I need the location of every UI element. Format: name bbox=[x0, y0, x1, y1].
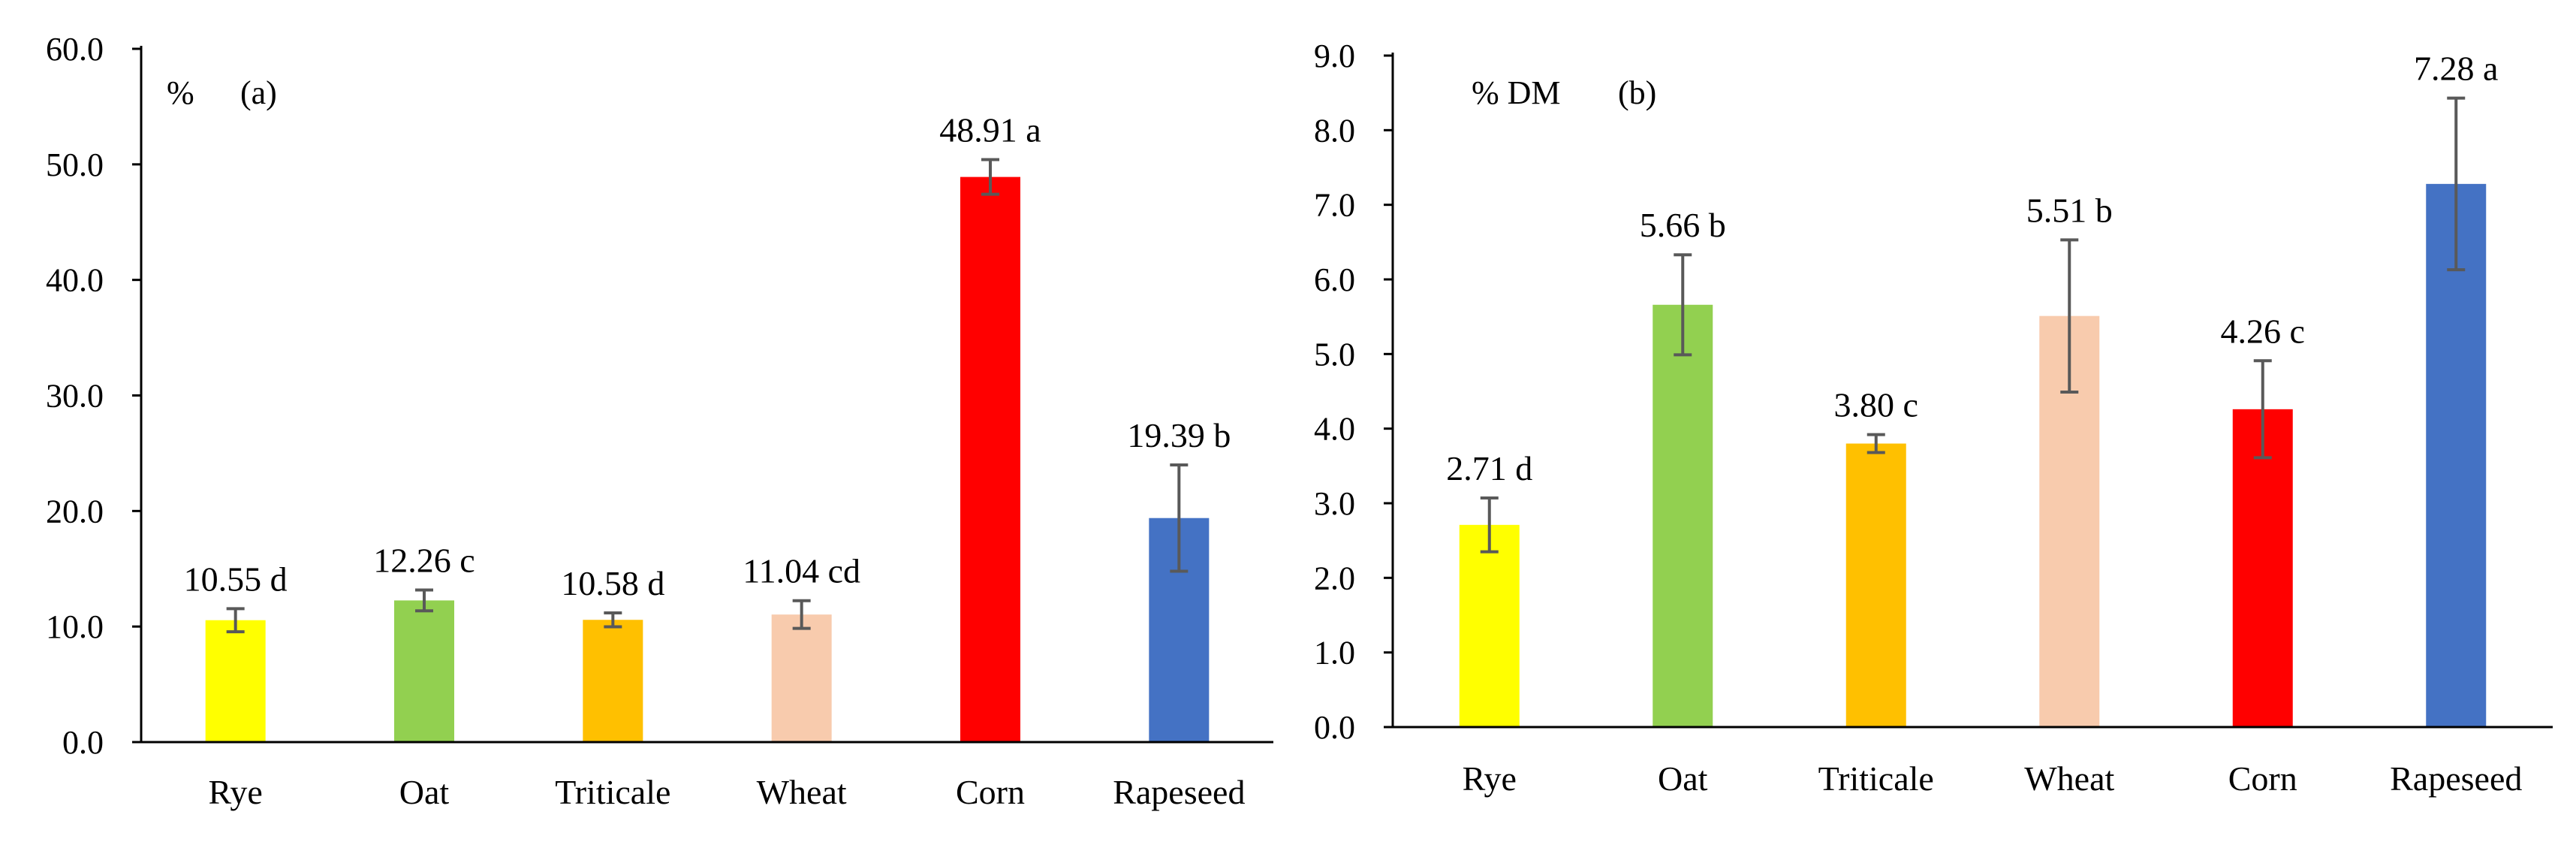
bar-oat bbox=[394, 600, 454, 742]
y-tick-label: 6.0 bbox=[1314, 261, 1355, 298]
y-tick-label: 20.0 bbox=[46, 493, 104, 530]
y-tick-label: 7.0 bbox=[1314, 187, 1355, 224]
y-tick-label: 30.0 bbox=[46, 378, 104, 415]
data-label-triticale: 3.80 c bbox=[1834, 386, 1918, 424]
category-label-oat: Oat bbox=[399, 773, 450, 811]
data-label-oat: 12.26 c bbox=[373, 542, 475, 580]
category-label-triticale: Triticale bbox=[555, 773, 670, 811]
category-label-corn: Corn bbox=[2228, 759, 2297, 798]
category-label-wheat: Wheat bbox=[757, 773, 847, 811]
category-label-oat: Oat bbox=[1658, 759, 1708, 798]
category-label-wheat: Wheat bbox=[2024, 759, 2114, 798]
y-tick-label: 8.0 bbox=[1314, 112, 1355, 149]
data-label-rye: 2.71 d bbox=[1446, 449, 1532, 487]
bar-oat bbox=[1653, 304, 1713, 728]
data-label-oat: 5.66 b bbox=[1640, 206, 1726, 244]
chart-panel-b: 0.0 1.0 2.0 3.0 4.0 5.0 6.0 7.0 8.0 9.0 2.71 d Rye 5… bbox=[1314, 38, 2553, 798]
category-label-rapeseed: Rapeseed bbox=[1113, 773, 1245, 811]
panel-label: (b) bbox=[1618, 74, 1656, 111]
y-tick-label: 50.0 bbox=[46, 146, 104, 183]
bar-corn bbox=[960, 177, 1020, 742]
y-tick-label: 1.0 bbox=[1314, 635, 1355, 671]
bar-triticale bbox=[583, 620, 643, 742]
unit-label: % bbox=[167, 74, 194, 111]
y-tick-label: 10.0 bbox=[46, 608, 104, 645]
data-label-wheat: 5.51 b bbox=[2026, 191, 2113, 229]
data-label-corn: 48.91 a bbox=[939, 111, 1041, 149]
category-label-triticale: Triticale bbox=[1818, 759, 1934, 798]
y-tick-label: 60.0 bbox=[46, 31, 104, 68]
bar-wheat bbox=[771, 614, 832, 742]
bar-rye bbox=[1459, 524, 1520, 727]
y-tick-label: 5.0 bbox=[1314, 336, 1355, 373]
bar-rye bbox=[205, 620, 266, 742]
chart-panel-a: 0.0 10.0 20.0 30.0 40.0 50.0 60.0 10.55 d Rye 12.… bbox=[46, 31, 1273, 811]
y-tick-label: 4.0 bbox=[1314, 411, 1355, 448]
category-label-corn: Corn bbox=[956, 773, 1025, 811]
data-label-wheat: 11.04 cd bbox=[743, 552, 860, 590]
bar-triticale bbox=[1845, 443, 1906, 727]
unit-label: % DM bbox=[1472, 74, 1561, 111]
y-tick-label: 3.0 bbox=[1314, 485, 1355, 522]
bar-corn bbox=[2232, 409, 2293, 727]
y-tick-label: 2.0 bbox=[1314, 560, 1355, 596]
category-label-rye: Rye bbox=[1463, 759, 1517, 798]
data-label-rapeseed: 19.39 b bbox=[1127, 416, 1231, 454]
data-label-triticale: 10.58 d bbox=[561, 564, 664, 602]
panel-label: (a) bbox=[240, 74, 277, 111]
data-label-rapeseed: 7.28 a bbox=[2414, 50, 2498, 88]
category-label-rye: Rye bbox=[209, 773, 263, 811]
y-tick-label: 0.0 bbox=[1314, 709, 1355, 746]
data-label-rye: 10.55 d bbox=[184, 560, 288, 598]
y-tick-label: 0.0 bbox=[62, 724, 104, 761]
category-label-rapeseed: Rapeseed bbox=[2390, 759, 2522, 798]
y-tick-label: 9.0 bbox=[1314, 38, 1355, 74]
data-label-corn: 4.26 c bbox=[2221, 312, 2305, 350]
y-tick-label: 40.0 bbox=[46, 262, 104, 299]
bar-rapeseed bbox=[2426, 183, 2487, 727]
